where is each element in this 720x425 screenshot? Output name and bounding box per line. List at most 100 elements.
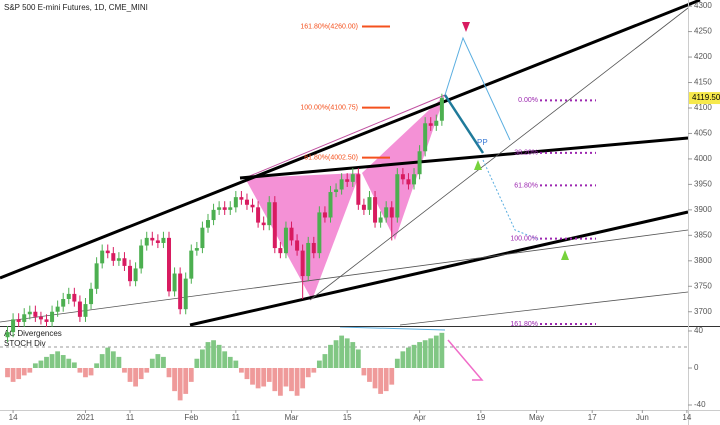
x-tick-label: 11	[126, 413, 135, 422]
candle-body	[412, 174, 417, 185]
indicator-bar	[66, 358, 72, 368]
indicator-bar	[322, 354, 328, 368]
indicator-bar	[222, 351, 228, 368]
indicator-bar	[272, 367, 278, 392]
x-tick-label: 2021	[77, 413, 95, 422]
indicator-bar	[361, 367, 367, 376]
divergence-arrow	[447, 339, 484, 381]
x-tick-label: 15	[343, 413, 352, 422]
indicator-bar	[433, 335, 439, 368]
candle-body	[389, 207, 394, 218]
candle-body	[356, 174, 361, 205]
candle-body	[250, 204, 255, 208]
candle-body	[66, 293, 71, 300]
indicator-bar	[10, 367, 16, 382]
candle-body	[434, 120, 439, 126]
indicator-bar	[411, 344, 417, 368]
candle-body	[350, 174, 355, 182]
indicator-bar	[122, 367, 127, 373]
candle-body	[306, 242, 311, 277]
indicator-bar	[138, 367, 144, 380]
indicator-bar	[394, 358, 400, 368]
candle-body	[133, 268, 138, 282]
indicator-label: AC Divergences	[4, 329, 62, 338]
indicator-bar	[166, 367, 172, 378]
candle-body	[400, 174, 405, 180]
indicator-bar	[194, 358, 200, 368]
candle-body	[33, 311, 38, 317]
candle-body	[150, 237, 155, 241]
candle-body	[244, 199, 249, 205]
projection-arrow	[443, 94, 485, 154]
fib-label: 38.20%	[514, 150, 538, 157]
y-tick-label: 4300	[694, 1, 712, 10]
candle-body	[295, 240, 300, 251]
channel-line	[239, 136, 689, 180]
fib-label: 161.80%(4260.00)	[300, 23, 358, 30]
candle-body	[44, 319, 49, 322]
indicator-bar	[172, 367, 177, 392]
candle-body	[361, 204, 366, 210]
candle-body	[267, 202, 272, 226]
indicator-bar	[255, 367, 261, 389]
indicator-bar	[305, 367, 311, 378]
trend-line	[309, 7, 689, 301]
y-tick-label: 3950	[694, 180, 712, 189]
indicator-bar	[383, 367, 389, 392]
indicator-bar	[378, 367, 384, 394]
indicator-bar	[367, 367, 372, 382]
indicator-bar	[83, 367, 88, 378]
indicator-bar	[5, 367, 10, 378]
candle-body	[283, 227, 288, 254]
indicator-bar	[289, 367, 294, 392]
candle-body	[27, 311, 32, 315]
fib-label: 61.80%	[514, 182, 538, 189]
candle-body	[89, 288, 94, 305]
candle-body	[300, 250, 305, 277]
indicator-bar	[277, 367, 283, 396]
candle-body	[217, 207, 222, 210]
candle-body	[11, 319, 16, 333]
candle-body	[100, 250, 105, 264]
indicator-bar	[32, 363, 38, 368]
indicator-bar	[328, 344, 333, 368]
trend-line	[0, 229, 689, 323]
divergence-line	[339, 326, 446, 331]
candle-body	[205, 220, 210, 228]
indicator-bar	[250, 367, 255, 385]
candle-body	[239, 197, 244, 200]
x-tick-label: Jun	[636, 413, 649, 422]
indicator-label: STOCH Div	[4, 339, 46, 348]
buy-arrow	[474, 160, 482, 170]
x-tick-label: 17	[588, 413, 597, 422]
indicator-bar	[294, 367, 300, 396]
candle-body	[322, 212, 327, 218]
indicator-bar	[177, 367, 183, 401]
x-tick-label: Feb	[184, 413, 198, 422]
x-tick-label: 19	[476, 413, 485, 422]
indicator-bar	[116, 356, 122, 368]
channel-line	[0, 0, 701, 280]
y-tick-label: 3750	[694, 281, 712, 290]
indicator-bar	[283, 367, 289, 387]
candle-body	[439, 98, 444, 121]
indicator-bar	[88, 367, 94, 376]
chart-title: S&P 500 E-mini Futures, 1D, CME_MINI	[4, 3, 148, 12]
y-tick-label: 0	[694, 363, 699, 372]
x-tick-label: 14	[9, 413, 18, 422]
indicator-bar	[216, 344, 222, 368]
candle-body	[417, 151, 422, 175]
candle-body	[83, 304, 88, 317]
candle-body	[384, 207, 389, 218]
indicator-bar	[261, 367, 267, 387]
buy-arrow	[561, 250, 569, 260]
indicator-bar	[372, 367, 378, 389]
candle-body	[211, 209, 216, 221]
indicator-bar	[422, 340, 428, 368]
indicator-bar	[133, 367, 138, 387]
indicator-bar	[355, 349, 361, 368]
pattern-line	[244, 94, 446, 179]
indicator-bar	[60, 355, 66, 368]
candle-body	[345, 179, 350, 182]
